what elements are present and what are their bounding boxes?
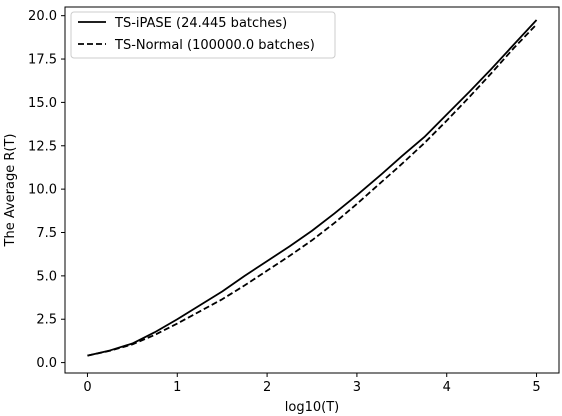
y-tick-label: 17.5 <box>28 53 57 68</box>
x-tick-label: 5 <box>532 380 540 395</box>
x-tick-label: 1 <box>173 380 181 395</box>
y-tick-label: 10.0 <box>28 183 57 198</box>
y-tick-label: 7.5 <box>36 226 57 241</box>
y-tick-label: 20.0 <box>28 9 57 24</box>
y-axis: 0.0 2.5 5.0 7.5 10.0 12.5 15.0 17.5 20.0 <box>28 9 65 371</box>
plot-frame <box>64 6 560 374</box>
legend: TS-iPASE (24.445 batches) TS-Normal (100… <box>70 11 336 59</box>
y-tick-label: 5.0 <box>36 269 57 284</box>
x-axis-title: log10(T) <box>285 400 339 415</box>
legend-label-ts-ipase: TS-iPASE (24.445 batches) <box>114 16 287 31</box>
legend-label-ts-normal: TS-Normal (100000.0 batches) <box>114 38 315 53</box>
x-tick-label: 0 <box>83 380 91 395</box>
y-tick-label: 2.5 <box>36 313 57 328</box>
y-axis-title: The Average R(T) <box>3 134 18 248</box>
series-line-1 <box>87 23 538 357</box>
y-tick-label: 0.0 <box>36 356 57 371</box>
x-tick-label: 4 <box>443 380 451 395</box>
legend-box <box>70 11 336 59</box>
x-tick-label: 2 <box>263 380 271 395</box>
x-tick-label: 3 <box>353 380 361 395</box>
x-axis: 0 1 2 3 4 5 <box>83 373 541 395</box>
series-line-0 <box>87 19 538 357</box>
y-tick-label: 15.0 <box>28 96 57 111</box>
y-tick-label: 12.5 <box>28 139 57 154</box>
